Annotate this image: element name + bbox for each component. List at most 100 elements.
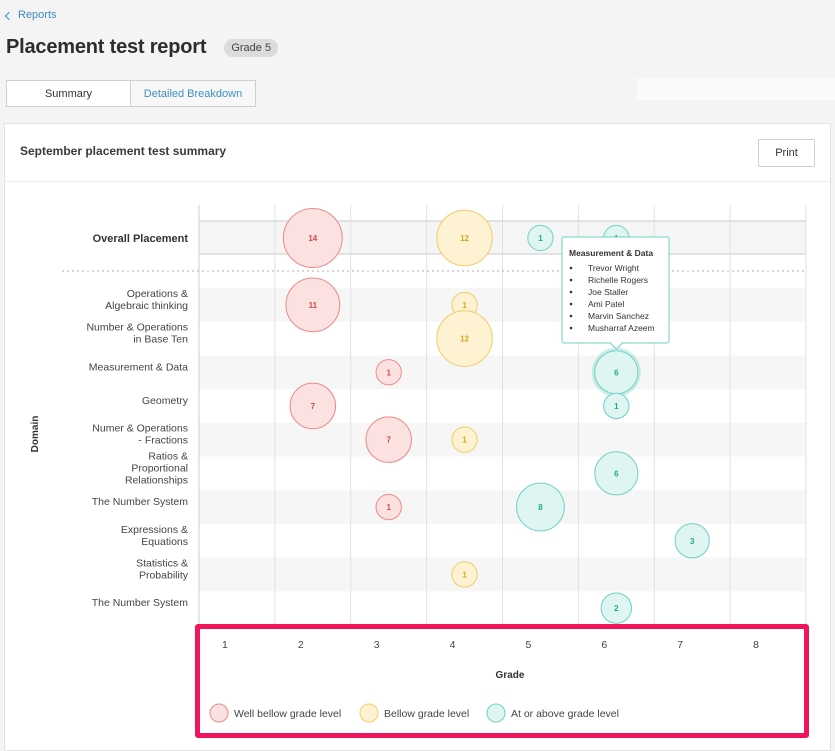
domain-label: Measurement & Data <box>89 361 188 373</box>
print-button[interactable]: Print <box>758 139 815 167</box>
x-tick-label: 1 <box>222 639 228 651</box>
header-blank-area <box>637 78 835 100</box>
domain-label-line: Relationships <box>125 474 188 486</box>
bubble-count: 14 <box>308 234 317 243</box>
bubble-below <box>451 561 478 588</box>
bubble-well_below <box>375 359 402 386</box>
domain-label-line: Numer & Operations <box>92 423 188 435</box>
bubble-count: 1 <box>386 503 391 512</box>
bubble-at_above <box>527 224 554 252</box>
bubble-count: 8 <box>538 503 543 512</box>
bubble-well_below <box>289 382 337 430</box>
domain-label: Ratios & Proportional Relationships <box>125 450 188 486</box>
legend-swatch-well_below <box>209 703 229 723</box>
tooltip-student: Marvin Sanchez <box>588 311 649 321</box>
bubble-at_above <box>674 523 710 559</box>
tooltip-student: Musharraf Azeem <box>588 323 655 333</box>
domain-label-line: Expressions & <box>121 524 188 536</box>
bubble-count: 1 <box>386 368 391 377</box>
domain-label: Statistics & Probability <box>136 557 189 581</box>
y-axis-title: Domain <box>30 416 41 453</box>
tooltip-student: Joe Staller <box>588 287 628 297</box>
tooltip-bullet <box>569 326 573 330</box>
bubble-count: 11 <box>309 301 318 310</box>
tooltip-bullet <box>569 278 573 282</box>
bubble-well_below <box>285 277 341 333</box>
x-axis-title: Grade <box>496 670 525 681</box>
bubble-well_below <box>375 493 402 521</box>
x-tick-label: 5 <box>526 639 532 651</box>
domain-label-line: in Base Ten <box>133 334 188 346</box>
legend-label: Bellow grade level <box>384 708 469 720</box>
bubble-count: 12 <box>460 335 469 344</box>
tab-detailed-breakdown[interactable]: Detailed Breakdown <box>131 80 256 107</box>
bubble-count: 1 <box>462 570 467 579</box>
grade-badge: Grade 5 <box>224 38 279 57</box>
report-tabs: Summary Detailed Breakdown <box>6 80 256 107</box>
tooltip-title: Measurement & Data <box>569 248 653 258</box>
domain-label-line: Number & Operations <box>86 322 188 334</box>
back-link-label: Reports <box>18 9 57 21</box>
back-link-reports[interactable]: Reports <box>4 9 57 21</box>
x-tick-label: 3 <box>374 639 380 651</box>
x-tick-label: 4 <box>450 639 456 651</box>
domain-label: Geometry <box>142 395 189 407</box>
overall-placement-label: Overall Placement <box>93 233 189 245</box>
domain-label-line: Statistics & <box>136 557 188 569</box>
bubble-at_above <box>600 592 633 624</box>
bubble-count: 6 <box>614 368 619 377</box>
bubble-count: 6 <box>614 469 619 478</box>
tooltip-bullet <box>569 302 573 306</box>
domain-label-line: Probability <box>139 569 189 581</box>
domain-label-line: The Number System <box>92 597 189 609</box>
domain-label-line: - Fractions <box>138 435 188 447</box>
domain-label-line: Operations & <box>127 288 188 300</box>
x-tick-label: 6 <box>601 639 607 651</box>
domain-label: The Number System <box>92 496 189 508</box>
bubble-count: 3 <box>690 537 695 546</box>
card-header: September placement test summary Print <box>5 124 830 182</box>
page-title: Placement test report <box>6 36 207 58</box>
domain-label-line: Equations <box>141 536 188 548</box>
bubble-at_above <box>516 482 565 532</box>
legend-swatch-below <box>359 703 379 723</box>
bubble-at_above <box>594 451 639 496</box>
card-title: September placement test summary <box>20 144 227 158</box>
tab-summary[interactable]: Summary <box>6 80 131 107</box>
bubble-at_above <box>603 392 630 420</box>
bubble-below <box>451 426 478 453</box>
domain-label: The Number System <box>92 597 189 609</box>
bubble-well_below <box>282 208 343 268</box>
bubble-count: 1 <box>538 234 543 243</box>
bubble-well_below <box>365 416 412 463</box>
tooltip-bullet <box>569 266 573 270</box>
domain-label-line: Proportional <box>131 462 188 474</box>
tooltip-bullet <box>569 314 573 318</box>
domain-label-line: Geometry <box>142 395 189 407</box>
tooltip-bullet <box>569 290 573 294</box>
bubble-count: 12 <box>460 234 469 243</box>
page-header: Placement test report Grade 5 <box>6 36 279 59</box>
bubble-count: 1 <box>462 301 467 310</box>
x-tick-label: 8 <box>753 639 759 651</box>
domain-label-line: Algebraic thinking <box>105 300 188 312</box>
bubble-below <box>436 209 493 267</box>
domain-label: Expressions & Equations <box>121 524 188 548</box>
domain-label: Operations & Algebraic thinking <box>105 288 188 312</box>
tooltip-student: Richelle Rogers <box>588 275 648 285</box>
legend-label: At or above grade level <box>511 708 619 720</box>
legend-label: Well bellow grade level <box>234 708 341 720</box>
bubble-count: 2 <box>614 604 619 613</box>
x-tick-label: 2 <box>298 639 304 651</box>
bubble-below <box>436 310 493 367</box>
domain-label: Numer & Operations - Fractions <box>92 423 188 447</box>
bubble-count: 1 <box>462 436 467 445</box>
bubble-count: 7 <box>311 402 316 411</box>
tooltip-student: Ami Patel <box>588 299 624 309</box>
domain-label-line: Measurement & Data <box>89 361 188 373</box>
domain-label: Number & Operations in Base Ten <box>86 322 188 346</box>
domain-label-line: The Number System <box>92 496 189 508</box>
x-tick-label: 7 <box>677 639 683 651</box>
legend-swatch-at_above <box>486 703 506 723</box>
